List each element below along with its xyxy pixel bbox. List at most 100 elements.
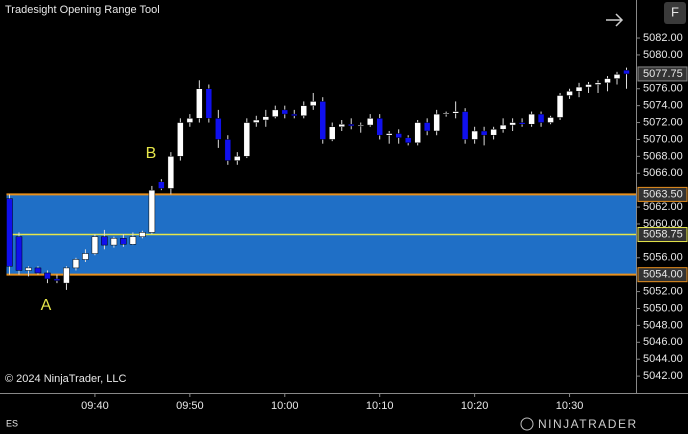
y-tick-label: 5056.00 xyxy=(643,252,683,264)
x-tick-label: 09:50 xyxy=(176,400,204,412)
annotation: A xyxy=(41,297,52,314)
candle-body xyxy=(509,122,516,126)
y-tick-label: 5052.00 xyxy=(643,285,683,297)
y-tick-label: 5042.00 xyxy=(643,370,683,382)
candle-body xyxy=(385,133,393,136)
candle-body xyxy=(243,122,251,157)
brand-logo xyxy=(520,417,534,431)
price-label: 5054.00 xyxy=(643,269,683,281)
annotation: B xyxy=(146,145,157,162)
candle-body xyxy=(72,259,80,269)
candle-body xyxy=(604,78,611,84)
candle-body xyxy=(319,101,326,140)
brand: NINJATRADER xyxy=(538,417,638,431)
candle-body xyxy=(404,137,412,144)
candle-body xyxy=(566,91,573,96)
candle-body xyxy=(215,118,222,140)
price-label: 5077.75 xyxy=(643,68,683,80)
candle-body xyxy=(120,238,127,245)
candle-body xyxy=(328,126,336,140)
y-tick-label: 5082.00 xyxy=(643,32,683,44)
candle-body xyxy=(300,105,308,117)
candle-body xyxy=(395,133,402,139)
candle-body xyxy=(82,253,89,260)
f-button[interactable] xyxy=(664,2,686,24)
candle-body xyxy=(196,88,203,119)
candle-body xyxy=(205,88,213,119)
candle-body xyxy=(347,123,355,127)
candle-body xyxy=(556,95,564,118)
candle-body xyxy=(53,278,61,281)
candle-body xyxy=(414,122,421,144)
candle-body xyxy=(575,86,583,92)
y-tick-label: 5044.00 xyxy=(643,353,683,365)
y-tick-label: 5062.00 xyxy=(643,201,683,213)
y-tick-label: 5070.00 xyxy=(643,133,683,145)
candle-body xyxy=(613,74,621,79)
instrument: ES xyxy=(6,418,18,428)
candle-body xyxy=(547,117,554,123)
candle-body xyxy=(423,122,431,132)
y-tick-label: 5048.00 xyxy=(643,319,683,331)
candle-body xyxy=(44,272,51,280)
candle-body xyxy=(186,118,194,123)
price-marker xyxy=(637,186,688,202)
candle-body xyxy=(129,236,137,245)
candle-body xyxy=(499,124,507,130)
candle-body xyxy=(310,101,317,106)
candle-body xyxy=(224,139,232,161)
candle-body xyxy=(234,156,241,161)
candle-body xyxy=(6,198,13,267)
candle-body xyxy=(167,156,175,189)
candle-body xyxy=(366,118,374,126)
price-marker xyxy=(637,267,688,283)
y-tick-label: 5080.00 xyxy=(643,49,683,61)
candle-body xyxy=(63,267,70,284)
candle-body xyxy=(585,84,592,88)
price-label: 5063.50 xyxy=(643,188,683,200)
y-tick-label: 5072.00 xyxy=(643,116,683,128)
candle-body xyxy=(480,130,488,136)
arrow-icon[interactable] xyxy=(606,13,624,27)
candle-body xyxy=(139,232,146,237)
candle-body xyxy=(594,82,602,85)
x-tick-label: 09:40 xyxy=(81,400,109,412)
price-marker xyxy=(637,66,688,82)
x-tick-label: 10:30 xyxy=(556,400,584,412)
candle-body xyxy=(623,69,630,75)
copyright: © 2024 NinjaTrader, LLC xyxy=(5,373,126,385)
candle-body xyxy=(25,267,32,271)
candle-body xyxy=(148,189,156,233)
y-tick-label: 5066.00 xyxy=(643,167,683,179)
candle-body xyxy=(357,124,364,127)
candle-body xyxy=(158,181,165,189)
x-tick-label: 10:20 xyxy=(461,400,489,412)
candle-body xyxy=(376,118,383,136)
y-tick-label: 5076.00 xyxy=(643,83,683,95)
price-marker xyxy=(637,227,688,243)
candle-body xyxy=(91,236,99,254)
candle-body xyxy=(291,113,298,117)
candle-body xyxy=(281,109,289,115)
candle-body xyxy=(518,122,526,125)
y-tick-label: 5068.00 xyxy=(643,150,683,162)
candle-body xyxy=(177,122,184,157)
candle-body xyxy=(452,111,459,114)
candle-body xyxy=(272,109,279,117)
candle-body xyxy=(537,113,545,123)
x-tick-label: 10:10 xyxy=(366,400,394,412)
candle-body xyxy=(461,111,469,140)
candle-body xyxy=(253,119,260,123)
y-tick-label: 5050.00 xyxy=(643,302,683,314)
candle-body xyxy=(262,116,270,121)
candle-body xyxy=(338,123,345,128)
candle-body xyxy=(490,129,497,136)
y-tick-label: 5046.00 xyxy=(643,336,683,348)
y-tick-label: 5074.00 xyxy=(643,100,683,112)
chart-title: Tradesight Opening Range Tool xyxy=(5,4,160,16)
candle-body xyxy=(442,113,450,115)
f-button-label[interactable]: F xyxy=(671,4,679,19)
candle-body xyxy=(471,130,478,140)
candle-body xyxy=(528,113,535,125)
